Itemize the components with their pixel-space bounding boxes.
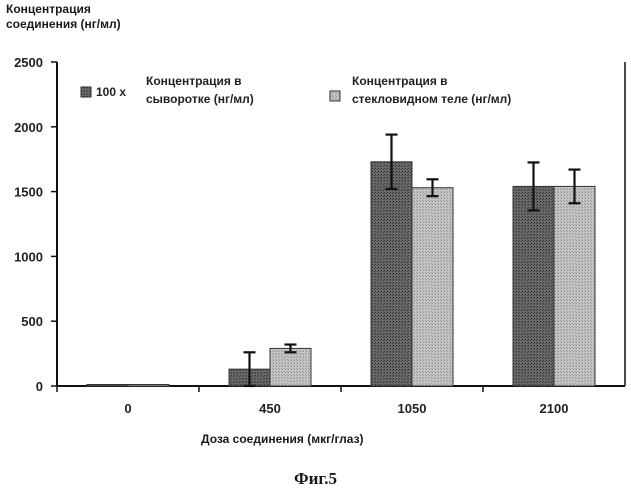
bars (86, 133, 596, 388)
y-tick-label: 0 (36, 379, 43, 394)
legend-label-vitreous-line-2: стекловидном теле (нг/мл) (352, 92, 511, 106)
y-axis-label-line-1: Концентрация (6, 2, 91, 16)
y-tick-label: 2000 (14, 120, 43, 135)
y-axis-label-line-2: соединения (нг/мл) (6, 17, 121, 31)
bar-chart: 0 500 1000 1500 2000 2500 0 450 1050 2100 100 x Ко… (14, 55, 626, 416)
y-tick-label: 2500 (14, 55, 43, 70)
legend-swatch-vitreous (329, 90, 341, 102)
y-tick-label: 1000 (14, 249, 43, 264)
bar (86, 384, 129, 387)
legend: 100 x Концентрация в сыворотке (нг/мл) Конц… (80, 74, 511, 106)
legend-prefix: 100 x (96, 85, 126, 99)
x-axis-label: Доза соединения (мкг/глаз) (201, 432, 364, 446)
y-tick-label: 1500 (14, 185, 43, 200)
x-tick-label: 450 (259, 401, 281, 416)
legend-label-serum-line-2: сыворотке (нг/мл) (146, 92, 254, 106)
bar (411, 187, 454, 387)
y-axis-label: Концентрация соединения (нг/мл) (6, 2, 206, 32)
legend-swatch-serum (80, 86, 92, 98)
x-tick-label: 1050 (398, 401, 427, 416)
y-tick-label: 500 (21, 314, 43, 329)
bar (553, 185, 596, 387)
x-tick-label: 0 (124, 401, 131, 416)
bar (512, 185, 555, 387)
bar (370, 161, 413, 387)
legend-label-serum-line-1: Концентрация в (146, 74, 242, 88)
x-tick-label: 2100 (540, 401, 569, 416)
figure-caption: Фиг.5 (294, 469, 337, 488)
bar (269, 347, 312, 387)
legend-label-vitreous-line-1: Концентрация в (352, 74, 448, 88)
bar (127, 384, 170, 387)
